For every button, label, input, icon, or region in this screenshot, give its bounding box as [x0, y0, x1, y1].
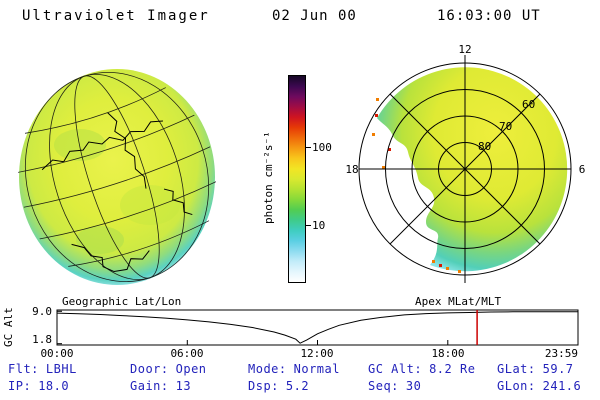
- strip-xtick-2359: 23:59: [544, 347, 578, 360]
- mlat-ring-label-60: 60: [522, 98, 535, 111]
- status-dsp: Dsp: 5.2: [248, 379, 310, 393]
- colorbar-units-label: photon cm⁻²s⁻¹: [262, 131, 275, 225]
- mlat-ring-label-80: 80: [478, 140, 491, 153]
- status-flt: Flt: LBHL: [8, 362, 77, 376]
- mlt-label-12: 12: [458, 43, 471, 56]
- strip-xtick-0600: 06:00: [170, 347, 204, 360]
- strip-title-geographic: Geographic Lat/Lon: [62, 295, 182, 308]
- earth-disk: [19, 69, 215, 285]
- gc-altitude-curve: [56, 311, 578, 344]
- uv-earth-disk-image: [17, 69, 217, 285]
- header-time: 16:03:00 UT: [437, 8, 541, 24]
- status-seq: Seq: 30: [368, 379, 422, 393]
- status-mode: Mode: Normal: [248, 362, 340, 376]
- mlat-ring-label-70: 70: [499, 120, 512, 133]
- strip-y-axis-label: GC Alt: [2, 307, 15, 347]
- strip-ytick-9: 9.0: [32, 305, 52, 318]
- colorbar-tick-label-10: 10: [312, 219, 326, 232]
- polar-grid: [358, 55, 572, 283]
- bright-pixel-specks: [372, 98, 461, 273]
- polar-mlt-plot: 12 18 6 60 70 80: [345, 43, 586, 283]
- status-glat: GLat: 59.7: [497, 362, 574, 376]
- coastline-overlay: [41, 112, 193, 273]
- mlt-label-18: 18: [345, 163, 358, 176]
- strip-title-apex: Apex MLat/MLT: [415, 295, 502, 308]
- app-title: Ultraviolet Imager: [22, 8, 210, 24]
- status-gc-alt: GC Alt: 8.2 Re: [368, 362, 476, 376]
- status-row-1: Flt: LBHL Door: Open Mode: Normal GC Alt: 8.…: [0, 361, 600, 378]
- strip-chart-frame: [56, 309, 579, 346]
- status-glon: GLon: 241.6: [497, 379, 582, 393]
- strip-xtick-1200: 12:00: [300, 347, 334, 360]
- status-door: Door: Open: [130, 362, 207, 376]
- colorbar-tick-label-100: 100: [312, 141, 332, 154]
- strip-ytick-1-8: 1.8: [32, 333, 52, 346]
- geographic-grid-overlay: [17, 72, 217, 282]
- status-gain: Gain: 13: [130, 379, 192, 393]
- altitude-strip-chart: [56, 309, 579, 346]
- photon-flux-colorbar: [288, 75, 306, 283]
- strip-xtick-0000: 00:00: [40, 347, 74, 360]
- earth-airglow-mottling: [54, 129, 180, 254]
- telemetry-status-panel: Flt: LBHL Door: Open Mode: Normal GC Alt: 8.…: [0, 361, 600, 395]
- status-row-2: IP: 18.0 Gain: 13 Dsp: 5.2 Seq: 30 GLon: 241.…: [0, 378, 600, 395]
- mlt-label-6: 6: [579, 163, 586, 176]
- strip-xtick-1800: 18:00: [431, 347, 465, 360]
- colorbar-tick-10: [306, 225, 311, 226]
- status-ip: IP: 18.0: [8, 379, 70, 393]
- header-date: 02 Jun 00: [272, 8, 357, 24]
- strip-chart-ticks: [57, 310, 449, 345]
- colorbar-tick-100: [306, 147, 311, 148]
